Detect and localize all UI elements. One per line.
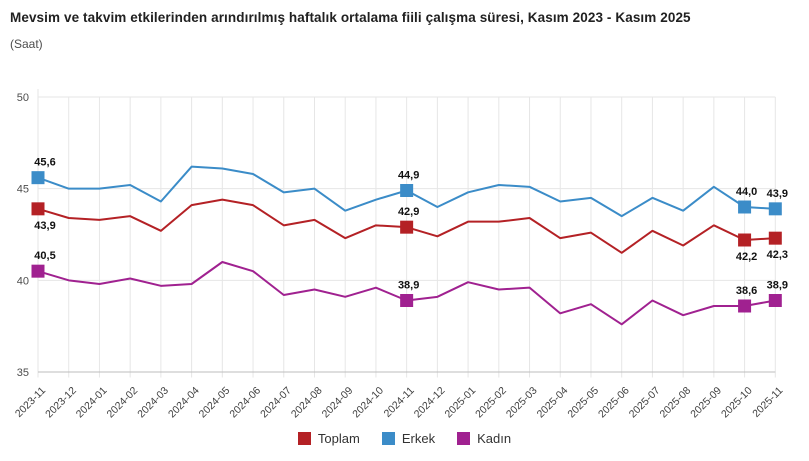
x-axis-label: 2025-01 [442, 385, 478, 421]
data-point-marker [31, 171, 45, 185]
data-point-marker [738, 299, 752, 313]
data-point-marker [400, 294, 414, 307]
data-point-marker [738, 233, 752, 247]
legend-item-toplam[interactable]: Toplam [297, 431, 360, 446]
x-axis-label: 2025-10 [719, 385, 755, 421]
data-point-label: 38,6 [736, 285, 757, 297]
data-point-label: 40,5 [34, 250, 55, 262]
x-axis-label: 2024-11 [382, 385, 417, 420]
x-axis-label: 2024-02 [105, 385, 141, 421]
legend-swatch-toplam [297, 432, 311, 445]
x-axis-label: 2024-01 [74, 385, 110, 421]
data-point-marker [738, 200, 752, 214]
x-axis-label: 2024-04 [166, 385, 202, 421]
data-point-marker [31, 202, 45, 216]
y-axis-label: 45 [17, 184, 29, 196]
x-axis-label: 2024-07 [258, 385, 294, 421]
chart-title: Mevsim ve takvim etkilerinden arındırılm… [10, 10, 691, 25]
data-point-label: 38,9 [398, 280, 419, 292]
data-point-marker [31, 264, 45, 278]
legend: Toplam Erkek Kadın [0, 431, 809, 446]
legend-label-erkek: Erkek [401, 431, 436, 446]
data-point-label: 43,9 [34, 220, 55, 232]
legend-item-erkek[interactable]: Erkek [381, 431, 436, 446]
x-axis-label: 2025-08 [658, 385, 694, 421]
x-axis-label: 2023-11 [13, 385, 48, 420]
legend-label-toplam: Toplam [317, 431, 360, 446]
x-axis-label: 2024-05 [197, 385, 233, 421]
y-axis-label: 50 [17, 92, 29, 104]
legend-swatch-erkek [381, 432, 395, 445]
data-point-marker [768, 202, 782, 216]
x-axis-label: 2025-04 [535, 385, 571, 421]
data-point-marker [400, 220, 414, 234]
chart-subtitle: (Saat) [10, 37, 43, 51]
data-point-marker [768, 294, 782, 307]
data-point-label: 44,0 [736, 186, 757, 198]
x-axis-label: 2025-02 [473, 385, 509, 421]
x-axis-label: 2025-09 [688, 385, 724, 421]
data-point-marker [400, 184, 414, 197]
data-point-label: 42,2 [736, 251, 757, 263]
x-axis-label: 2024-06 [227, 385, 263, 421]
data-point-label: 43,9 [767, 188, 788, 200]
x-axis-label: 2023-12 [43, 385, 79, 421]
data-point-label: 45,6 [34, 157, 55, 169]
y-axis-label: 40 [17, 275, 29, 287]
legend-item-kadin[interactable]: Kadın [457, 431, 511, 446]
x-axis-label: 2025-07 [627, 385, 663, 421]
data-point-label: 44,9 [398, 170, 419, 182]
legend-label-kadin: Kadın [477, 431, 512, 446]
x-axis-label: 2025-03 [504, 385, 540, 421]
y-axis-label: 35 [17, 367, 29, 379]
x-axis-label: 2025-05 [565, 385, 601, 421]
x-axis-label: 2024-09 [320, 385, 356, 421]
x-axis-label: 2024-12 [412, 385, 448, 421]
working-hours-line-chart: 354045502023-112023-122024-012024-022024… [13, 89, 788, 421]
x-axis-label: 2024-03 [135, 385, 171, 421]
x-axis-label: 2025-11 [750, 385, 785, 420]
data-point-label: 38,9 [767, 280, 788, 292]
x-axis-label: 2025-06 [596, 385, 632, 421]
data-point-label: 42,9 [398, 206, 419, 218]
data-point-marker [768, 231, 782, 245]
x-axis-label: 2024-10 [350, 385, 386, 421]
x-axis-label: 2024-08 [289, 385, 325, 421]
legend-swatch-kadin [457, 432, 471, 445]
data-point-label: 42,3 [767, 249, 788, 261]
